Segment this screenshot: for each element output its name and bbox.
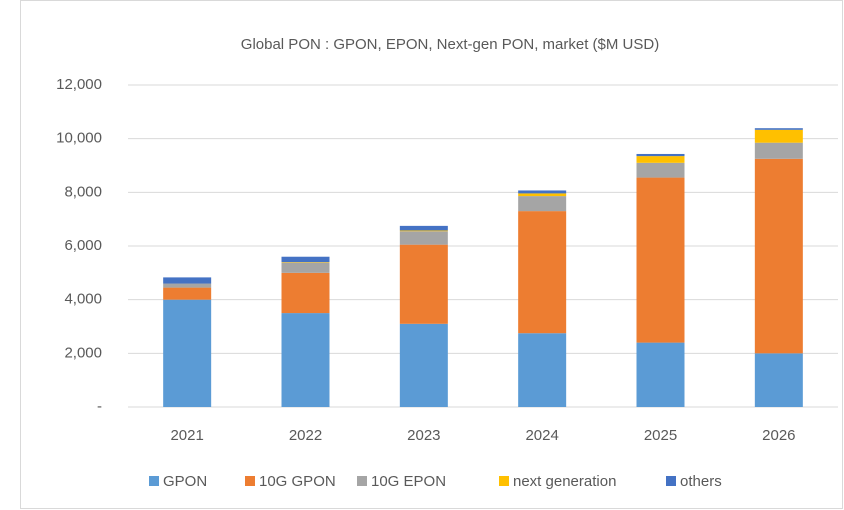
bar-segment xyxy=(754,353,803,407)
legend-swatch xyxy=(499,476,509,486)
legend-label: others xyxy=(680,473,722,490)
chart-title: Global PON : GPON, EPON, Next-gen PON, m… xyxy=(241,36,659,53)
bar-segment xyxy=(163,277,212,284)
legend-label: 10G GPON xyxy=(259,473,336,490)
bar-segment xyxy=(399,225,448,231)
legend-swatch xyxy=(357,476,367,486)
y-tick-label: 12,000 xyxy=(56,76,102,93)
legend-label: next generation xyxy=(513,473,616,490)
bar-segment xyxy=(399,323,448,407)
y-tick-label: - xyxy=(97,398,102,415)
bar-segment xyxy=(636,153,685,157)
legend-swatch xyxy=(245,476,255,486)
bar-segment xyxy=(163,299,212,407)
legend-label: GPON xyxy=(163,473,207,490)
legend-label: 10G EPON xyxy=(371,473,446,490)
x-tick-label: 2021 xyxy=(170,427,203,444)
bar-segment xyxy=(281,272,330,314)
x-tick-label: 2026 xyxy=(762,427,795,444)
x-tick-label: 2024 xyxy=(525,427,558,444)
x-tick-label: 2022 xyxy=(289,427,322,444)
bar-segment xyxy=(518,333,567,407)
bar-segment xyxy=(399,244,448,324)
bar-segment xyxy=(399,231,448,245)
bar-segment xyxy=(281,262,330,273)
bar-segment xyxy=(518,193,567,197)
bar-segment xyxy=(163,287,212,300)
x-tick-label: 2025 xyxy=(644,427,677,444)
bar-segment xyxy=(281,262,330,263)
bar-segment xyxy=(636,342,685,407)
bar-segment xyxy=(163,283,212,288)
bar-segment xyxy=(281,313,330,407)
y-tick-label: 8,000 xyxy=(64,183,102,200)
bar-segment xyxy=(636,162,685,178)
bar-segment xyxy=(518,196,567,212)
bar-segment xyxy=(281,256,330,263)
legend-swatch xyxy=(149,476,159,486)
y-tick-label: 6,000 xyxy=(64,237,102,254)
y-tick-label: 4,000 xyxy=(64,291,102,308)
bar-segment xyxy=(636,156,685,163)
bar-segment xyxy=(754,129,803,143)
bar-segment xyxy=(754,128,803,130)
y-tick-label: 10,000 xyxy=(56,130,102,147)
bar-segment xyxy=(754,158,803,354)
x-tick-label: 2023 xyxy=(407,427,440,444)
bar-segment xyxy=(518,211,567,334)
bar-segment xyxy=(754,142,803,159)
bar-segment xyxy=(518,190,567,194)
bar-segment xyxy=(636,177,685,343)
y-tick-label: 2,000 xyxy=(64,344,102,361)
legend-swatch xyxy=(666,476,676,486)
bar-segment xyxy=(399,230,448,232)
